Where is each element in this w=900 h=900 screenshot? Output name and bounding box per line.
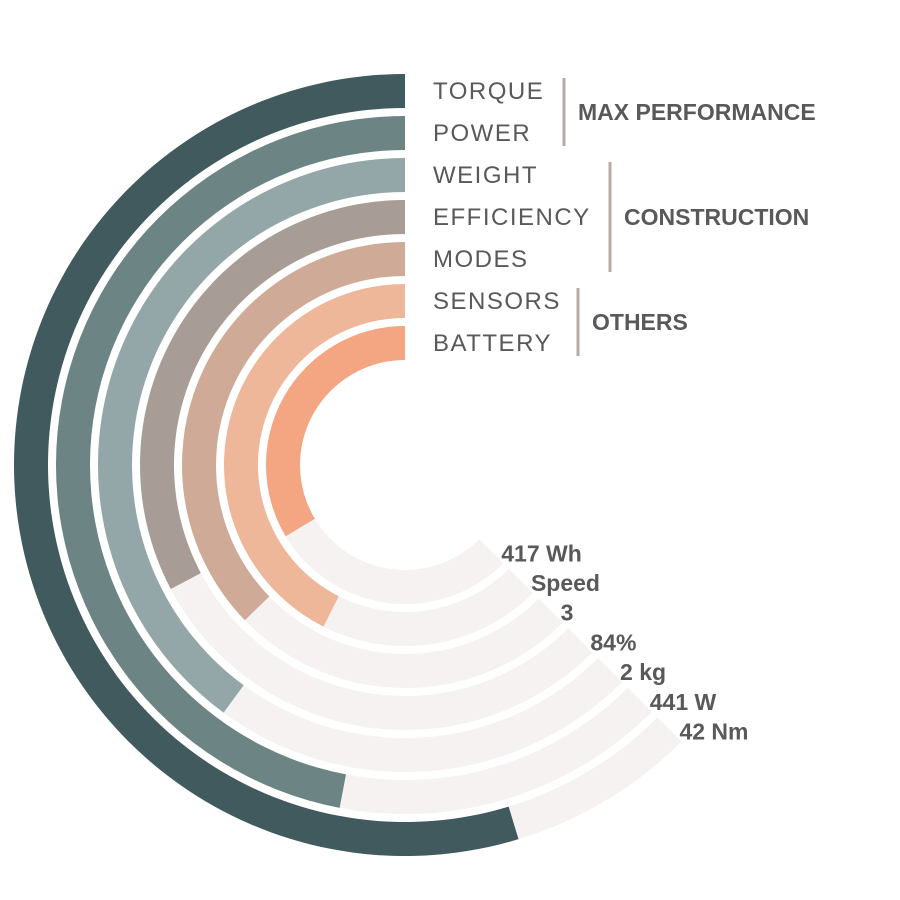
ring-track-sensors: [224, 284, 533, 646]
ring-label-power: POWER: [433, 120, 531, 147]
ring-track-efficiency: [140, 200, 593, 731]
ring-track-power: [56, 116, 652, 814]
ring-bars: [14, 74, 519, 856]
ring-bar-sensors: [223, 284, 405, 627]
value-labels: 42 Nm 441 W 2 kg 84% 3 Speed 417 Wh: [501, 540, 748, 744]
ring-label-sensors: SENSORS: [433, 288, 561, 315]
group-label-max-performance: MAX PERFORMANCE: [578, 99, 816, 125]
ring-bar-power: [55, 116, 406, 808]
group-label-construction: CONSTRUCTION: [624, 204, 809, 230]
ring-track-battery: [266, 326, 504, 604]
ring-bar-efficiency: [139, 200, 405, 590]
value-label-torque: 42 Nm: [679, 718, 748, 744]
ring-label-torque: TORQUE: [433, 78, 544, 105]
value-label-efficiency: 84%: [590, 629, 636, 655]
value-label-power: 441 W: [650, 689, 717, 715]
ring-label-battery: BATTERY: [433, 330, 552, 357]
ring-track-modes: [182, 242, 563, 689]
group-label-others: OTHERS: [592, 309, 688, 335]
ring-bar-modes: [182, 241, 405, 621]
ring-labels: TORQUE POWER WEIGHT EFFICIENCY MODES SENSORS B…: [433, 78, 591, 357]
ring-bar-weight: [98, 158, 406, 713]
ring-track-torque: [13, 74, 682, 857]
ring-label-modes: MODES: [433, 246, 529, 273]
group-labels: MAX PERFORMANCE CONSTRUCTION OTHERS: [562, 78, 816, 356]
ring-label-efficiency: EFFICIENCY: [433, 204, 591, 231]
value-label-sensors: Speed: [531, 570, 600, 596]
ring-bar-battery: [266, 326, 405, 537]
ring-track-weight: [97, 158, 623, 772]
value-label-modes: 3: [561, 600, 574, 626]
ring-label-weight: WEIGHT: [433, 162, 538, 189]
value-label-weight: 2 kg: [620, 659, 666, 685]
value-label-battery: 417 Wh: [501, 540, 582, 566]
